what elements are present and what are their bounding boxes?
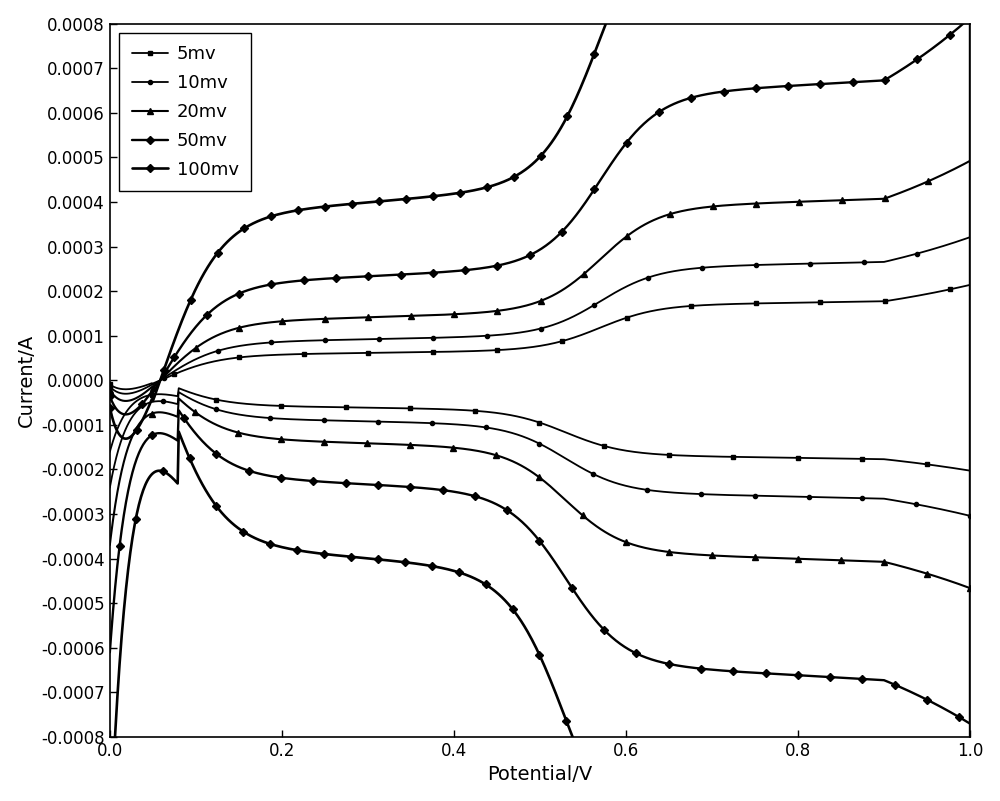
Legend: 5mv, 10mv, 20mv, 50mv, 100mv: 5mv, 10mv, 20mv, 50mv, 100mv	[119, 33, 251, 191]
Line: 10mv: 10mv	[108, 235, 972, 518]
Line: 100mv: 100mv	[107, 0, 973, 801]
20mv	[104, 540, 116, 549]
50mv	[104, 392, 116, 401]
50mv	[637, 651, 649, 661]
10mv	[943, 506, 955, 516]
100mv	[412, 193, 424, 203]
5mv	[213, 395, 225, 405]
50mv	[136, 399, 148, 409]
20mv	[964, 583, 976, 593]
5mv	[637, 448, 649, 457]
20mv	[637, 542, 649, 552]
Line: 50mv: 50mv	[107, 15, 973, 727]
10mv	[412, 333, 424, 343]
20mv	[213, 421, 225, 431]
50mv	[213, 451, 225, 461]
5mv	[412, 348, 424, 357]
Line: 20mv: 20mv	[107, 158, 973, 591]
20mv	[104, 385, 116, 395]
50mv	[964, 13, 976, 22]
5mv	[964, 466, 976, 476]
20mv	[943, 576, 955, 586]
50mv	[943, 706, 955, 716]
20mv	[882, 192, 894, 202]
50mv	[412, 269, 424, 279]
50mv	[882, 73, 894, 83]
20mv	[136, 390, 148, 400]
100mv	[104, 403, 116, 413]
10mv	[637, 485, 649, 494]
5mv	[136, 382, 148, 392]
5mv	[964, 280, 976, 290]
50mv	[964, 719, 976, 729]
5mv	[104, 447, 116, 457]
10mv	[213, 405, 225, 415]
20mv	[412, 311, 424, 320]
5mv	[882, 296, 894, 305]
10mv	[104, 483, 116, 493]
10mv	[882, 256, 894, 266]
Y-axis label: Current/A: Current/A	[17, 334, 36, 427]
5mv	[104, 380, 116, 389]
10mv	[964, 232, 976, 242]
10mv	[964, 511, 976, 521]
X-axis label: Potential/V: Potential/V	[487, 765, 593, 784]
20mv	[964, 156, 976, 166]
Line: 5mv: 5mv	[108, 283, 972, 473]
100mv	[136, 416, 148, 425]
50mv	[104, 647, 116, 657]
10mv	[104, 382, 116, 392]
5mv	[943, 462, 955, 472]
100mv	[213, 504, 225, 513]
10mv	[136, 384, 148, 394]
